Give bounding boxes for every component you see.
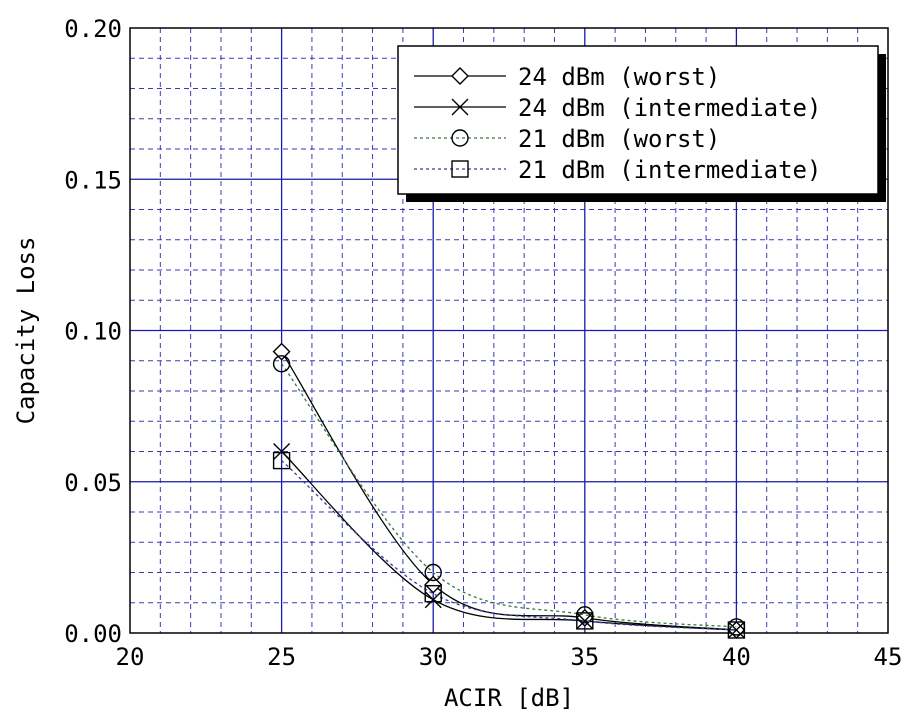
legend-item: 21 dBm (intermediate) [414, 156, 821, 184]
legend-label: 24 dBm (intermediate) [518, 94, 821, 122]
plot-area-frame [129, 27, 889, 634]
y-tick-label: 0.20 [64, 15, 122, 43]
series-cross [273, 443, 745, 639]
y-axis-tick-labels: 0.00 0.05 0.10 0.15 0.20 [64, 15, 122, 648]
x-tick-label: 35 [570, 643, 599, 671]
x-tick-label: 20 [116, 643, 145, 671]
data-point-cross [576, 612, 594, 630]
y-axis-title: Capacity Loss [12, 237, 40, 425]
data-point-square [272, 451, 291, 470]
series-square [272, 451, 746, 639]
legend-box [397, 45, 879, 195]
y-tick-label: 0.00 [64, 620, 122, 648]
data-point-cross [273, 443, 291, 460]
legend-item: 24 dBm (intermediate) [414, 94, 821, 122]
x-axis-tick-labels: 20 25 30 35 40 45 [116, 643, 903, 671]
series-diamond [272, 342, 746, 639]
data-point-diamond [272, 342, 291, 361]
data-point-cross [451, 98, 469, 116]
y-tick-label: 0.05 [64, 469, 122, 497]
legend-label: 21 dBm (intermediate) [518, 156, 821, 184]
data-point-diamond [451, 67, 469, 85]
legend-item: 21 dBm (worst) [414, 125, 720, 153]
data-point-circle [424, 563, 442, 582]
data-point-circle [272, 355, 291, 373]
data-point-square [576, 612, 594, 630]
series-line [281, 460, 737, 631]
legend: 24 dBm (worst) 24 dBm (intermediate) 21 dB… [397, 45, 886, 202]
data-point-diamond [424, 575, 443, 594]
x-tick-label: 45 [874, 643, 903, 671]
y-tick-label: 0.10 [64, 318, 122, 346]
legend-item: 24 dBm (worst) [414, 63, 720, 91]
series-layer [272, 342, 746, 639]
data-point-cross [727, 621, 745, 639]
series-line [281, 363, 737, 628]
x-tick-label: 30 [419, 643, 448, 671]
legend-label: 24 dBm (worst) [518, 63, 720, 91]
x-tick-label: 40 [722, 643, 751, 671]
data-point-square [424, 584, 442, 603]
data-point-circle [451, 129, 469, 147]
legend-label: 21 dBm (worst) [518, 125, 720, 153]
y-tick-label: 0.15 [64, 166, 122, 194]
series-line [281, 351, 737, 631]
series-circle [272, 355, 746, 636]
x-axis-title: ACIR [dB] [444, 684, 574, 712]
x-tick-label: 25 [267, 643, 296, 671]
data-point-cross [424, 591, 442, 609]
data-point-square [451, 160, 469, 178]
data-point-square [727, 621, 746, 639]
legend-items: 24 dBm (worst) 24 dBm (intermediate) 21 dB… [414, 63, 821, 184]
